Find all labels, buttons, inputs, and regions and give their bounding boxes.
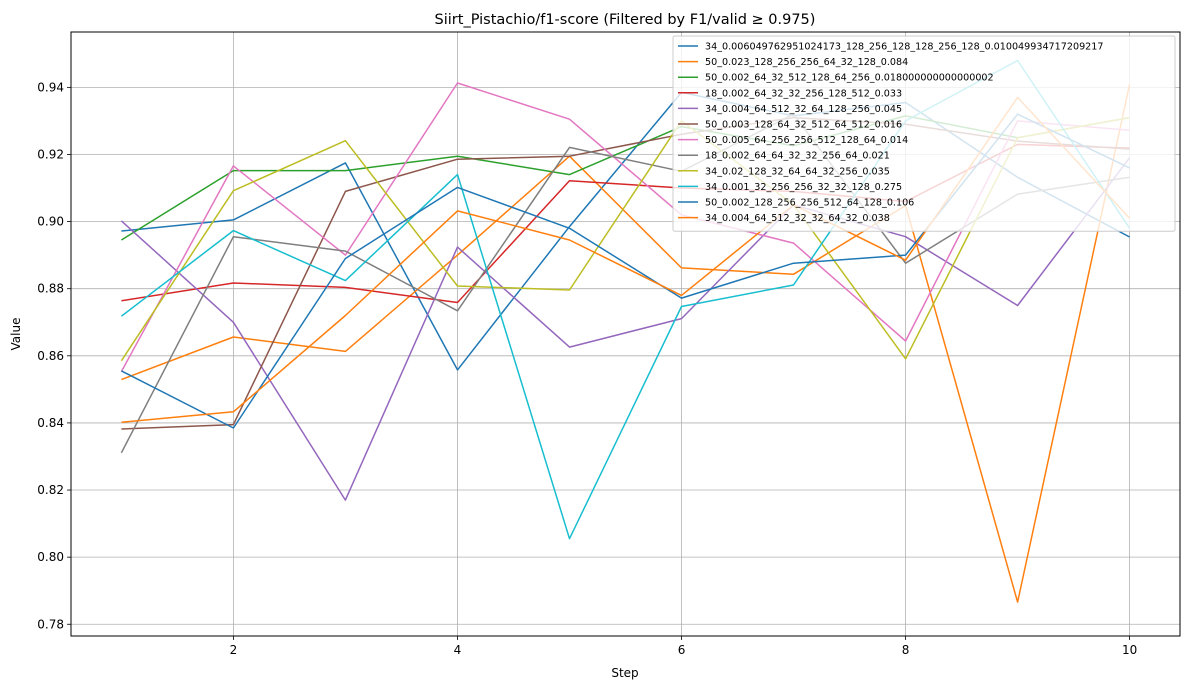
legend-entry: 18_0.002_64_32_32_256_128_512_0.033 <box>705 88 902 99</box>
y-axis-label: Value <box>9 318 23 351</box>
y-axis: 0.78 0.80 0.82 0.84 0.86 0.88 0.90 0.92 0.94 <box>37 80 71 631</box>
x-tick-label: 10 <box>1122 643 1137 657</box>
series-line-9 <box>120 116 1130 362</box>
x-tick-label: 4 <box>454 643 462 657</box>
plot-frame <box>70 31 1181 637</box>
legend: 34_0.006049762951024173_128_256_128_128_… <box>672 35 1176 232</box>
legend-entry: 18_0.002_64_64_32_32_256_64_0.021 <box>705 151 890 162</box>
y-tick-label: 0.84 <box>37 416 64 430</box>
legend-entry: 50_0.003_128_64_32_512_64_512_0.016 <box>705 120 902 131</box>
legend-entry: 50_0.023_128_256_256_64_32_128_0.084 <box>705 57 908 68</box>
legend-entry: 34_0.001_32_256_256_32_32_128_0.275 <box>705 182 902 193</box>
x-axis-label: Step <box>611 666 638 680</box>
x-tick-label: 6 <box>678 643 686 657</box>
legend-entry: 50_0.002_128_256_256_512_64_128_0.106 <box>705 198 914 209</box>
x-axis: 2 4 6 8 10 <box>230 636 1137 657</box>
y-tick-label: 0.86 <box>37 349 64 363</box>
y-tick-label: 0.90 <box>37 215 64 229</box>
y-tick-label: 0.82 <box>37 483 64 497</box>
legend-entry: 34_0.02_128_32_64_64_32_256_0.035 <box>705 166 890 177</box>
legend-entry: 50_0.002_64_32_512_128_64_256_0.01800000… <box>705 73 994 84</box>
y-tick-label: 0.80 <box>37 550 64 564</box>
x-tick-label: 8 <box>902 643 910 657</box>
chart-title: Siirt_Pistachio/f1-score (Filtered by F1… <box>435 12 816 28</box>
legend-entry: 50_0.005_64_256_256_512_128_64_0.014 <box>705 135 908 146</box>
y-tick-label: 0.88 <box>37 282 64 296</box>
legend-box <box>672 35 1176 232</box>
x-tick-label: 2 <box>230 643 238 657</box>
legend-entry: 34_0.006049762951024173_128_256_128_128_… <box>705 42 1104 53</box>
series-line-5 <box>120 157 1131 501</box>
y-tick-label: 0.92 <box>37 147 64 161</box>
y-tick-label: 0.94 <box>37 80 64 94</box>
legend-entry: 34_0.004_64_512_32_64_128_256_0.045 <box>705 104 902 115</box>
y-tick-label: 0.78 <box>37 617 64 631</box>
legend-entry: 34_0.004_64_512_32_32_64_32_0.038 <box>705 213 890 224</box>
